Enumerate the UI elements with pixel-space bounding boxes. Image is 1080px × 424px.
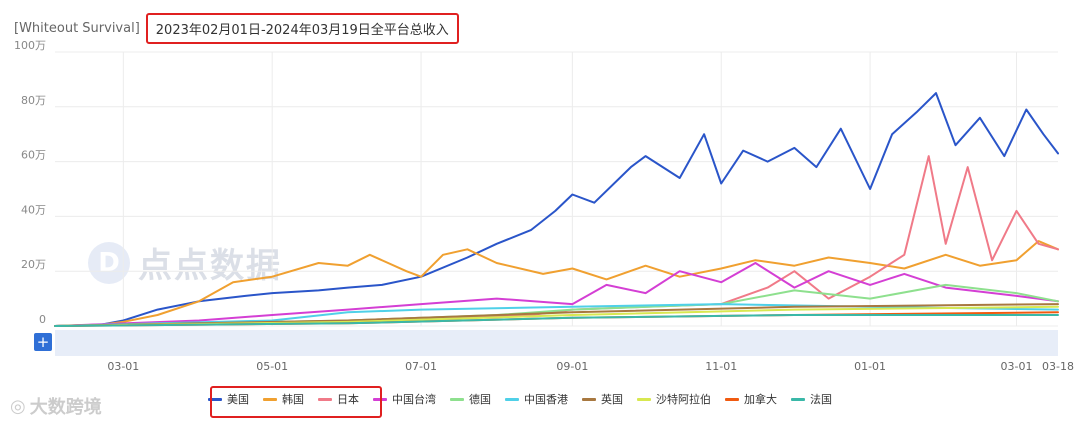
app-name: [Whiteout Survival] bbox=[14, 20, 140, 36]
legend-label: 日本 bbox=[337, 393, 359, 406]
x-tick-label: 05-01 bbox=[256, 360, 288, 373]
y-tick-label: 80万 bbox=[21, 94, 46, 107]
legend-swatch bbox=[373, 397, 387, 401]
legend-swatch bbox=[791, 397, 805, 401]
diandian-logo-icon: D bbox=[88, 241, 130, 284]
legend-label: 中国台湾 bbox=[392, 393, 436, 406]
brand-logo-icon: ◎ bbox=[10, 395, 26, 417]
legend-item-7[interactable]: 沙特阿拉伯 bbox=[637, 391, 711, 407]
y-tick-label: 100万 bbox=[14, 39, 46, 52]
legend-label: 法国 bbox=[810, 393, 832, 406]
series-line-2 bbox=[54, 155, 1059, 327]
chart-legend: 美国 韩国 日本 中国台湾 德国 中国香港 英国 沙特阿拉伯 加拿大 法国 bbox=[208, 391, 846, 407]
x-tick-label: 03-01 bbox=[1001, 360, 1033, 373]
series-line-1 bbox=[54, 240, 1059, 327]
legend-label: 加拿大 bbox=[744, 393, 777, 406]
x-tick-label: 09-01 bbox=[556, 360, 588, 373]
x-tick-label: 03-18 bbox=[1042, 360, 1074, 373]
legend-swatch bbox=[637, 397, 651, 401]
legend-label: 沙特阿拉伯 bbox=[656, 393, 711, 406]
y-tick-label: 0 bbox=[39, 313, 46, 326]
legend-swatch bbox=[450, 397, 464, 401]
legend-swatch bbox=[582, 397, 596, 401]
legend-item-3[interactable]: 中国台湾 bbox=[373, 391, 436, 407]
x-tick-label: 07-01 bbox=[405, 360, 437, 373]
x-tick-label: 03-01 bbox=[107, 360, 139, 373]
series-line-9 bbox=[54, 314, 1059, 327]
legend-label: 韩国 bbox=[282, 393, 304, 406]
legend-label: 德国 bbox=[469, 393, 491, 406]
legend-swatch bbox=[505, 397, 519, 401]
legend-item-2[interactable]: 日本 bbox=[318, 391, 359, 407]
legend-label: 中国香港 bbox=[524, 393, 568, 406]
watermark-bottom: ◎ 大数跨境 bbox=[10, 393, 102, 419]
watermark-bottom-text: 大数跨境 bbox=[29, 397, 102, 418]
legend-item-9[interactable]: 法国 bbox=[791, 391, 832, 407]
legend-item-5[interactable]: 中国香港 bbox=[505, 391, 568, 407]
legend-item-0[interactable]: 美国 bbox=[208, 391, 249, 407]
chart-title: 2023年02月01日-2024年03月19日全平台总收入 bbox=[145, 12, 459, 44]
legend-label: 英国 bbox=[601, 393, 623, 406]
series-line-0 bbox=[54, 92, 1059, 327]
y-tick-label: 60万 bbox=[21, 149, 46, 162]
series-line-7 bbox=[54, 305, 1059, 327]
legend-label: 美国 bbox=[227, 393, 249, 406]
x-tick-label: 11-01 bbox=[705, 360, 737, 373]
legend-swatch bbox=[318, 397, 332, 401]
legend-item-8[interactable]: 加拿大 bbox=[725, 391, 777, 407]
legend-item-1[interactable]: 韩国 bbox=[263, 391, 304, 407]
y-tick-label: 20万 bbox=[21, 258, 46, 271]
series-line-3 bbox=[54, 262, 1059, 327]
legend-item-6[interactable]: 英国 bbox=[582, 391, 623, 407]
title-row: [Whiteout Survival] 2023年02月01日-2024年03月… bbox=[14, 12, 459, 44]
legend-swatch bbox=[208, 397, 222, 401]
add-button[interactable]: + bbox=[34, 333, 52, 351]
legend-swatch bbox=[725, 397, 739, 401]
legend-item-4[interactable]: 德国 bbox=[450, 391, 491, 407]
range-slider-selection bbox=[55, 330, 1058, 356]
legend-swatch bbox=[263, 397, 277, 401]
x-tick-label: 01-01 bbox=[854, 360, 886, 373]
y-tick-label: 40万 bbox=[21, 203, 46, 216]
